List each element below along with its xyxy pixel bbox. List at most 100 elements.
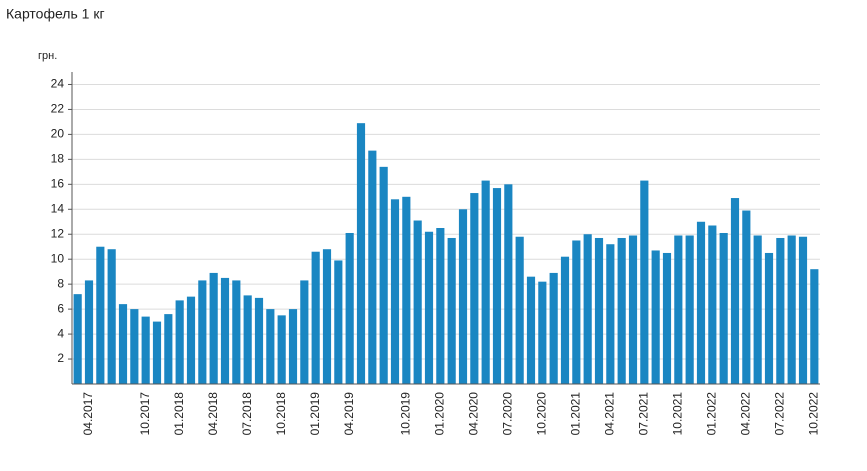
bar [719,232,728,384]
bar [356,123,366,384]
bar [458,209,468,384]
bar [708,225,717,384]
x-tick-label: 01.2019 [308,392,322,436]
bar [300,280,309,384]
bar [617,237,626,384]
bar [696,221,706,384]
bar [277,315,286,384]
bar [515,236,524,384]
bar [447,237,456,384]
y-tick-label: 16 [51,176,65,190]
x-tick-label: 07.2018 [240,392,254,436]
bar [345,232,354,384]
x-tick-label: 04.2017 [81,392,95,436]
bar [130,309,139,384]
bar [685,235,694,384]
bar [742,210,751,384]
bar [141,316,150,384]
bar [243,295,252,384]
bar [674,235,683,384]
x-tick-label: 10.2020 [535,392,549,436]
x-tick-label: 01.2022 [705,392,719,436]
bar [118,304,128,384]
x-tick-label: 04.2019 [342,392,356,436]
x-tick-label: 10.2018 [274,392,288,436]
bar [311,251,320,384]
x-tick-label: 07.2022 [773,392,787,436]
x-tick-label: 04.2022 [739,392,753,436]
bar [538,281,547,384]
bar [583,234,592,384]
bar [730,198,740,384]
y-tick-label: 20 [51,127,65,141]
bar [776,237,785,384]
x-tick-label: 10.2022 [807,392,821,436]
bar [640,180,649,384]
x-tick-label: 07.2021 [637,392,651,436]
bar [266,309,275,384]
bar [368,150,377,384]
bar [787,235,796,384]
bar [481,180,490,384]
bar [322,249,332,384]
bar [504,184,513,384]
bar [379,166,388,384]
bar [606,244,615,384]
x-tick-label: 01.2020 [433,392,447,436]
y-axis-label: грн. [38,50,57,62]
y-tick-label: 22 [51,102,65,116]
bar [526,276,536,384]
bar [413,220,422,384]
bar [560,256,570,384]
bar [798,236,808,384]
bar [594,237,604,384]
bar [390,199,400,384]
bar [198,280,207,384]
bar [334,260,343,384]
y-tick-label: 8 [57,276,64,290]
bar [73,294,82,384]
bar [96,246,105,384]
bar [186,296,196,384]
bar [84,280,94,384]
bar [209,272,218,384]
bar [662,252,672,384]
x-tick-label: 01.2021 [569,392,583,436]
bar [164,314,173,384]
y-tick-label: 2 [57,351,64,365]
y-tick-label: 6 [57,301,64,315]
bar [549,272,558,384]
bar [764,252,774,384]
bar [402,196,411,384]
bar [572,240,581,384]
y-tick-label: 10 [51,251,65,265]
bar [628,235,638,384]
bar [753,235,762,384]
bar [424,231,434,384]
x-tick-label: 04.2018 [206,392,220,436]
bar [232,280,241,384]
x-tick-label: 04.2021 [603,392,617,436]
y-tick-label: 24 [51,77,65,91]
bar [810,269,819,384]
x-tick-label: 10.2021 [671,392,685,436]
x-tick-label: 01.2018 [172,392,186,436]
bar [651,250,660,384]
bar [470,193,479,384]
y-tick-label: 18 [51,152,65,166]
bar [107,249,116,384]
bar [492,188,502,384]
bar [436,228,445,384]
bar [152,321,162,384]
x-tick-label: 04.2020 [467,392,481,436]
chart-title: Картофель 1 кг [6,6,105,22]
bar [254,297,264,384]
y-tick-label: 12 [51,226,65,240]
bar [175,300,184,384]
bar [288,309,298,384]
y-tick-label: 14 [51,201,65,215]
x-tick-label: 10.2017 [138,392,152,436]
bar [220,277,230,384]
x-tick-label: 07.2020 [501,392,515,436]
